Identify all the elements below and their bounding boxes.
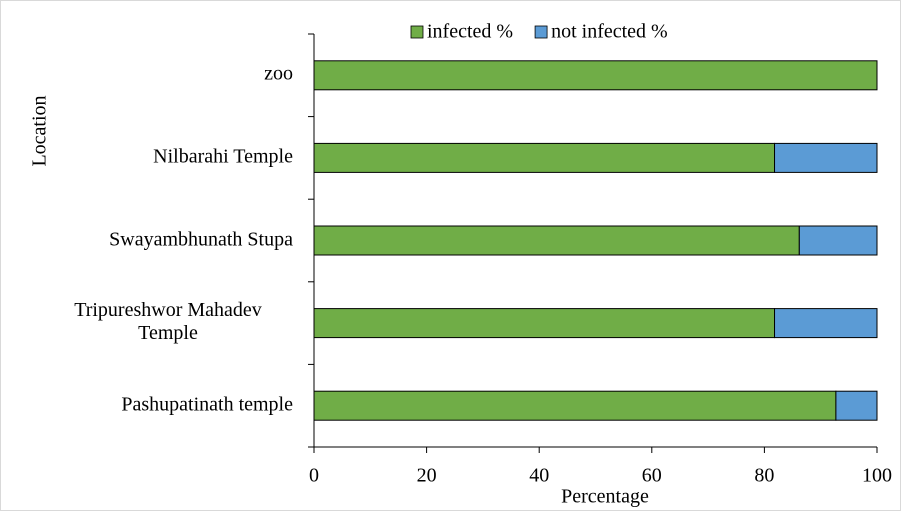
y-tick-label: Nilbarahi Temple [153, 145, 293, 168]
bar-segment [313, 390, 837, 421]
bar-segment [313, 225, 800, 256]
x-tick-label: 0 [309, 465, 319, 487]
bar-segment [313, 142, 776, 173]
y-tick-label: Pashupatinath temple [121, 393, 293, 416]
x-tick-label: 40 [529, 465, 549, 487]
bar-segment [835, 390, 878, 421]
bar-segment [313, 308, 776, 339]
bar-segment [774, 142, 878, 173]
bar-segment [798, 225, 878, 256]
y-tick-label: Swayambhunath Stupa [109, 228, 293, 250]
x-tick-label: 20 [417, 465, 437, 487]
legend-label: infected % [427, 21, 513, 43]
legend-label: not infected % [551, 21, 668, 43]
legend-swatch [534, 25, 548, 39]
legend-swatch [410, 25, 424, 39]
y-tick-label: zoo [264, 62, 293, 85]
x-axis-title: Percentage [561, 486, 649, 508]
y-tick-label: Tripureshwor Mahadev Temple [74, 299, 262, 345]
x-tick-label: 60 [642, 465, 662, 487]
bar-segment [774, 308, 878, 339]
y-axis-title: Location [29, 95, 51, 166]
bar-segment [313, 60, 878, 91]
x-tick-label: 100 [862, 465, 892, 487]
x-tick-label: 80 [754, 465, 774, 487]
